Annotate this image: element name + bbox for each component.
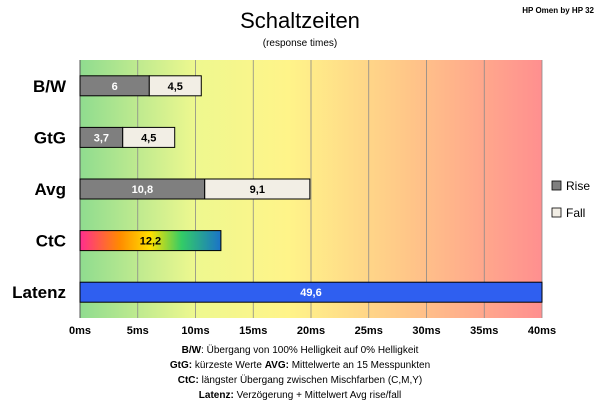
footnote-part: AVG: <box>265 360 289 371</box>
footnote-part: CtC: <box>178 375 199 386</box>
x-tick-label: 35ms <box>470 325 498 337</box>
category-labels: B/W GtG Avg CtC Latenz <box>12 77 67 302</box>
footnotes: B/W: Übergang von 100% Helligkeit auf 0%… <box>170 344 430 401</box>
x-tick-label: 0ms <box>69 325 91 337</box>
data-label: 3,7 <box>94 132 109 144</box>
data-label: 6 <box>112 81 118 93</box>
footnote-part: : Übergang von 100% Helligkeit auf 0% He… <box>201 344 419 356</box>
footnote-part: Verzögerung + Mittelwert Avg rise/fall <box>234 390 401 401</box>
footnote-part: B/W <box>182 345 202 356</box>
x-tick-label: 10ms <box>181 325 209 337</box>
category-label: B/W <box>33 77 67 96</box>
footnote-part: GtG: <box>170 360 192 371</box>
footnote-line: Latenz: Verzögerung + Mittelwert Avg ris… <box>199 390 401 401</box>
bars-group: 6 4,5 3,7 4,5 10,8 9,1 12,2 49,6 <box>79 75 543 303</box>
data-label: 12,2 <box>140 236 161 248</box>
legend-rise-label: Rise <box>566 179 590 193</box>
x-tick-label: 40ms <box>528 325 556 337</box>
footnote-part: längster Übergang zwischen Mischfarben (… <box>199 374 422 386</box>
category-label: Latenz <box>12 283 66 302</box>
monitor-model-label: HP Omen by HP 32 <box>522 6 594 15</box>
bar-fall <box>204 178 311 200</box>
footnote-line: GtG: kürzeste Werte AVG: Mittelwerte an … <box>170 360 430 371</box>
footnote-line: B/W: Übergang von 100% Helligkeit auf 0%… <box>182 344 419 356</box>
bar-latenz <box>79 281 543 303</box>
chart-title: Schaltzeiten <box>240 8 360 33</box>
data-label: 4,5 <box>141 132 156 144</box>
legend-fall-swatch <box>551 207 562 218</box>
x-tick-label: 30ms <box>412 325 440 337</box>
legend-fall-label: Fall <box>566 206 585 220</box>
legend-rise-swatch <box>551 180 562 191</box>
data-label: 9,1 <box>250 184 265 196</box>
footnote-part: Latenz: <box>199 390 234 401</box>
legend: Rise Fall <box>551 179 590 220</box>
category-label: Avg <box>35 180 67 199</box>
bar-fall <box>148 75 202 97</box>
bar-ctc <box>79 230 222 252</box>
x-tick-label: 25ms <box>355 325 383 337</box>
x-tick-label: 5ms <box>127 325 149 337</box>
data-label: 49,6 <box>300 287 321 299</box>
bar-fall <box>122 126 176 148</box>
footnote-part: Mittelwerte an 15 Messpunkten <box>289 360 430 371</box>
chart-subtitle: (response times) <box>263 38 337 49</box>
data-label: 4,5 <box>168 81 183 93</box>
category-label: GtG <box>34 128 66 147</box>
x-tick-label: 20ms <box>297 325 325 337</box>
category-label: CtC <box>36 232 66 251</box>
data-label: 10,8 <box>132 184 153 196</box>
x-axis-ticks: 0ms 5ms 10ms 15ms 20ms 25ms 30ms 35ms 40ms <box>69 325 556 337</box>
x-tick-label: 15ms <box>239 325 267 337</box>
footnote-line: CtC: längster Übergang zwischen Mischfar… <box>178 374 423 386</box>
footnote-part: kürzeste Werte <box>192 360 265 371</box>
